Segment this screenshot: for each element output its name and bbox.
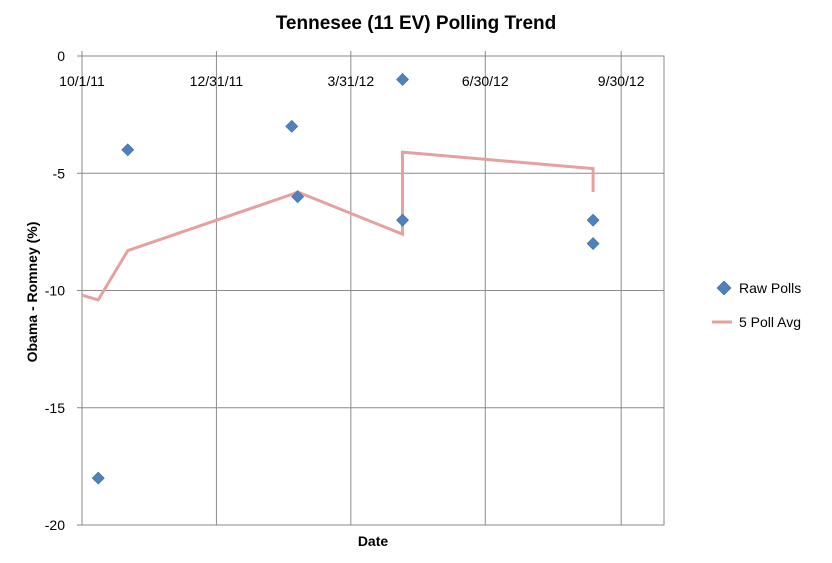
y-tick-label: -5 [53, 165, 66, 181]
y-tick-label: -10 [45, 283, 65, 299]
x-tick-label: 3/31/12 [327, 73, 374, 89]
y-tick-label: -20 [45, 517, 65, 533]
grid [82, 56, 664, 525]
x-tick-label: 12/31/11 [190, 73, 244, 89]
legend-marker-raw-polls [716, 280, 732, 296]
y-tick-label: -15 [45, 400, 65, 416]
poll-point [396, 213, 409, 227]
poll-point [91, 471, 105, 485]
y-axis: 0 -5 -10 -15 -20 [45, 48, 82, 533]
chart-title: Tennesee (11 EV) Polling Trend [276, 13, 557, 34]
y-tick-label: 0 [57, 48, 65, 64]
x-axis: 10/1/11 12/31/11 3/31/12 6/30/12 9/30/12 [59, 51, 645, 89]
legend: Raw Polls 5 Poll Avg [712, 280, 801, 330]
y-axis-title: Obama - Romney (%) [24, 222, 40, 363]
x-tick-label: 10/1/11 [59, 73, 105, 89]
poll-point [285, 119, 299, 133]
avg-line [81, 150, 595, 302]
poll-point [291, 190, 305, 204]
legend-label-5-poll-avg: 5 Poll Avg [739, 314, 801, 330]
x-tick-label: 9/30/12 [598, 73, 645, 89]
series-raw-polls [91, 73, 600, 485]
x-tick-label: 6/30/12 [462, 73, 509, 89]
x-axis-title: Date [358, 533, 389, 549]
poll-point [121, 143, 135, 157]
poll-point [586, 213, 600, 227]
legend-label-raw-polls: Raw Polls [739, 280, 801, 296]
series-5-poll-avg [81, 150, 595, 302]
poll-point [586, 237, 600, 251]
poll-point [396, 73, 409, 86]
